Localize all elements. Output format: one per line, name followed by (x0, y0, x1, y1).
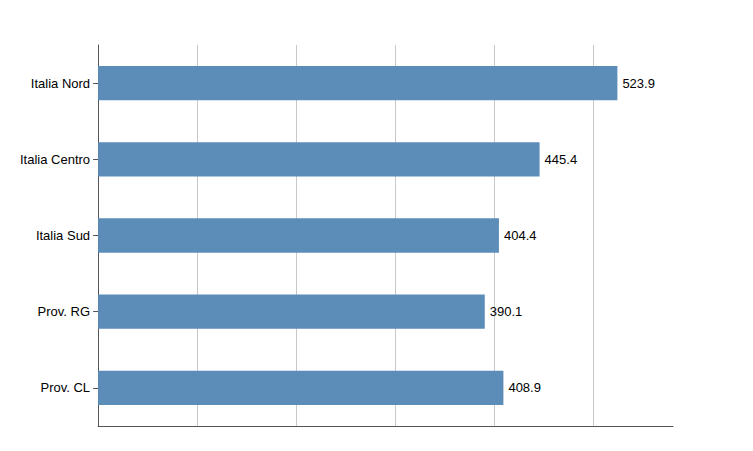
svg-text:Italia Sud: Italia Sud (36, 228, 90, 243)
svg-text:Italia Centro: Italia Centro (20, 152, 90, 167)
svg-text:Prov. CL: Prov. CL (40, 380, 90, 395)
svg-text:390.1: 390.1 (490, 304, 523, 319)
svg-text:Italia Nord: Italia Nord (31, 76, 90, 91)
svg-text:523.9: 523.9 (622, 76, 655, 91)
svg-text:404.4: 404.4 (504, 228, 537, 243)
svg-text:408.9: 408.9 (508, 380, 541, 395)
svg-text:Prov. RG: Prov. RG (38, 304, 91, 319)
svg-text:445.4: 445.4 (545, 152, 578, 167)
